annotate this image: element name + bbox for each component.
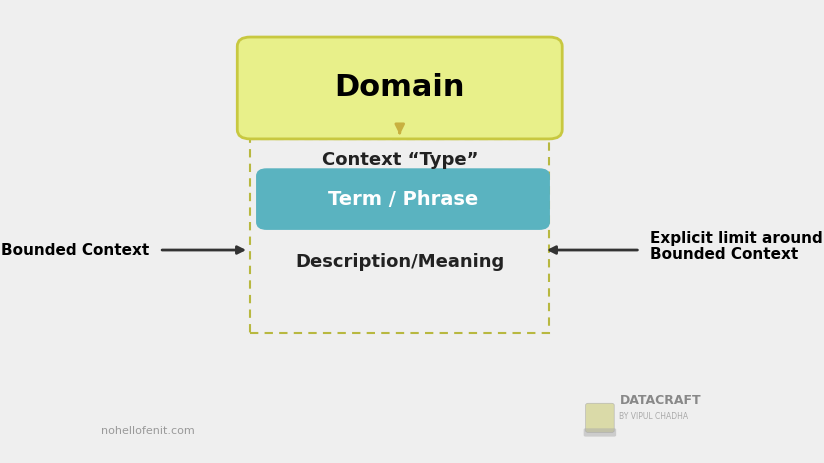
Text: DATACRAFT: DATACRAFT (620, 394, 701, 407)
Text: Context “Type”: Context “Type” (321, 151, 478, 169)
Text: nohellofenit.com: nohellofenit.com (101, 425, 194, 436)
FancyBboxPatch shape (237, 37, 562, 139)
Text: Bounded Context: Bounded Context (2, 243, 149, 257)
Text: Explicit limit around: Explicit limit around (650, 231, 822, 246)
Text: Bounded Context: Bounded Context (650, 247, 798, 262)
FancyBboxPatch shape (257, 169, 550, 229)
Text: Description/Meaning: Description/Meaning (295, 253, 504, 270)
FancyBboxPatch shape (583, 428, 616, 437)
Text: Domain: Domain (335, 74, 465, 102)
FancyBboxPatch shape (586, 403, 614, 432)
Text: BY VIPUL CHADHA: BY VIPUL CHADHA (620, 412, 689, 421)
Text: Term / Phrase: Term / Phrase (328, 189, 478, 209)
